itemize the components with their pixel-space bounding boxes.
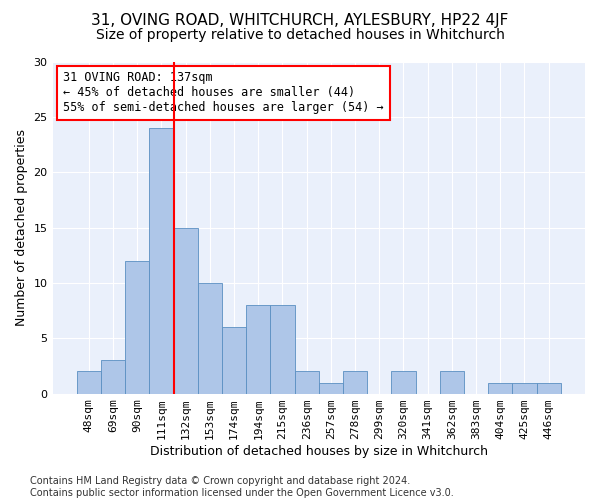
Bar (198, 283, 222, 394)
Bar (512, 382, 536, 394)
Text: Size of property relative to detached houses in Whitchurch: Size of property relative to detached ho… (95, 28, 505, 42)
Bar (295, 372, 319, 394)
Bar (488, 382, 512, 394)
Bar (125, 260, 149, 394)
Bar (149, 128, 173, 394)
Bar (271, 305, 295, 394)
Bar (343, 372, 367, 394)
X-axis label: Distribution of detached houses by size in Whitchurch: Distribution of detached houses by size … (150, 444, 488, 458)
Bar (246, 305, 271, 394)
Bar (391, 372, 416, 394)
Bar (173, 228, 198, 394)
Bar (536, 382, 561, 394)
Bar (77, 372, 101, 394)
Bar (222, 327, 246, 394)
Bar (101, 360, 125, 394)
Text: Contains HM Land Registry data © Crown copyright and database right 2024.
Contai: Contains HM Land Registry data © Crown c… (30, 476, 454, 498)
Y-axis label: Number of detached properties: Number of detached properties (15, 129, 28, 326)
Text: 31, OVING ROAD, WHITCHURCH, AYLESBURY, HP22 4JF: 31, OVING ROAD, WHITCHURCH, AYLESBURY, H… (91, 12, 509, 28)
Bar (319, 382, 343, 394)
Text: 31 OVING ROAD: 137sqm
← 45% of detached houses are smaller (44)
55% of semi-deta: 31 OVING ROAD: 137sqm ← 45% of detached … (63, 72, 384, 114)
Bar (440, 372, 464, 394)
